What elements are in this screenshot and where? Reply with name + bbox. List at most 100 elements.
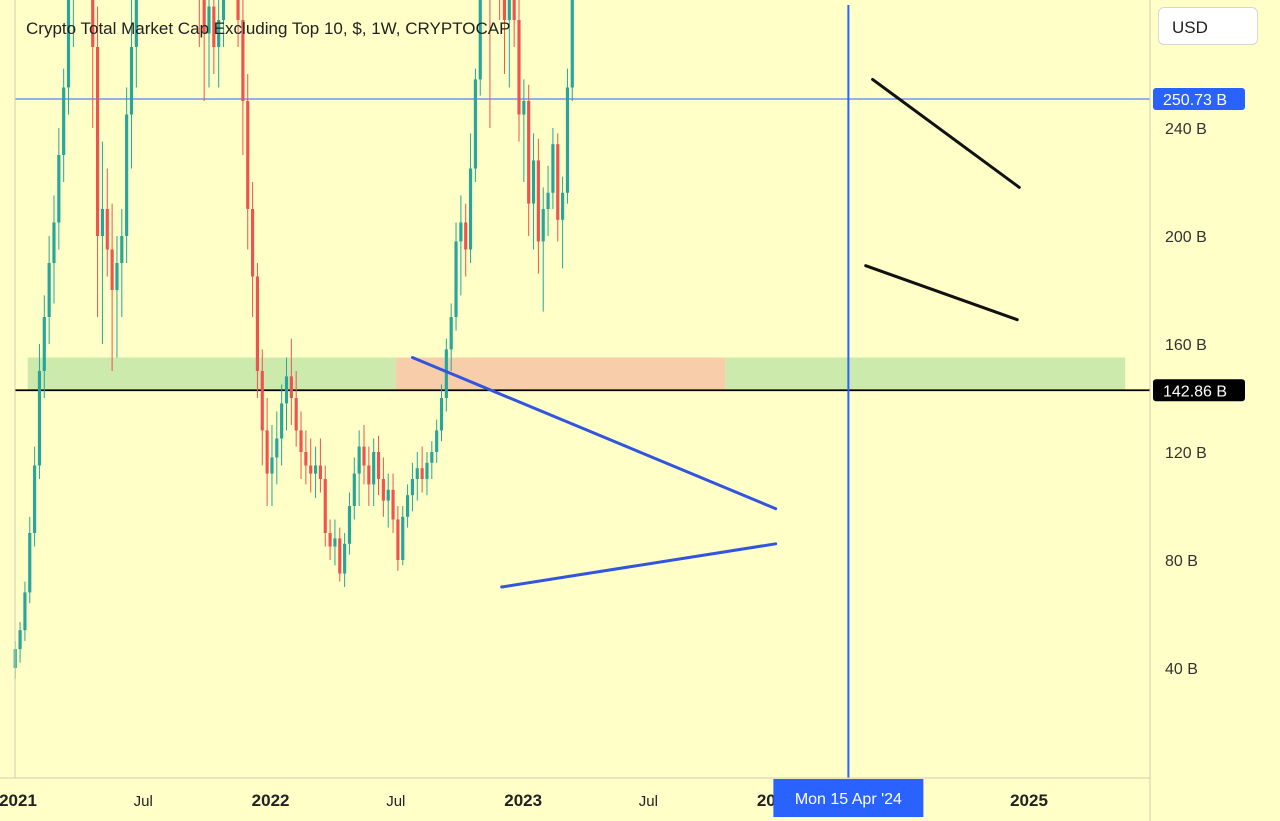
candle-body-92 bbox=[459, 222, 463, 242]
candle-body-80 bbox=[401, 516, 405, 560]
candle-body-82 bbox=[410, 479, 415, 496]
time-axis[interactable] bbox=[0, 778, 1150, 821]
candle-body-83 bbox=[415, 468, 419, 479]
candle-body-68 bbox=[343, 543, 347, 574]
candle-body-75 bbox=[376, 452, 381, 479]
candle-body-50 bbox=[255, 276, 260, 371]
candle-body-70 bbox=[352, 473, 356, 506]
candle-body-109 bbox=[541, 209, 545, 242]
crosshair-time-label: Mon 15 Apr '24 bbox=[795, 791, 902, 808]
candle-body-63 bbox=[318, 465, 322, 479]
candle-body-66 bbox=[333, 538, 337, 547]
candle-body-51 bbox=[260, 371, 264, 431]
trendline-1[interactable] bbox=[500, 542, 778, 589]
candle-body-87 bbox=[435, 430, 439, 452]
candle-body-7 bbox=[47, 263, 51, 317]
candle-body-20 bbox=[110, 249, 114, 290]
price-axis[interactable] bbox=[1150, 0, 1280, 821]
candle-body-16 bbox=[91, 0, 95, 47]
candle-body-62 bbox=[313, 465, 318, 474]
candle-body-18 bbox=[100, 209, 104, 236]
candle-body-112 bbox=[556, 144, 560, 220]
candle-body-42 bbox=[217, 20, 221, 47]
candle-body-67 bbox=[338, 538, 342, 574]
candle-body-6 bbox=[42, 317, 46, 371]
candle-body-21 bbox=[115, 263, 119, 290]
candle-body-69 bbox=[347, 506, 352, 544]
candle-body-4 bbox=[33, 465, 37, 533]
y-tick-label: 160 B bbox=[1165, 337, 1207, 354]
candle-body-17 bbox=[96, 47, 100, 236]
zone-2 bbox=[725, 357, 1126, 391]
candle-body-23 bbox=[125, 114, 129, 236]
candle-body-96 bbox=[478, 0, 482, 80]
candle-body-5 bbox=[37, 371, 42, 466]
candle-body-59 bbox=[299, 430, 303, 452]
candle-body-110 bbox=[546, 192, 550, 209]
x-tick-label: 2021 bbox=[0, 791, 37, 810]
currency-button[interactable]: USD bbox=[1158, 7, 1258, 45]
price-tag-label: 142.86 B bbox=[1163, 383, 1227, 400]
price-tag: 250.73 B bbox=[1153, 88, 1245, 111]
candle-body-77 bbox=[386, 489, 390, 501]
candle-body-58 bbox=[294, 398, 298, 431]
candle-body-3 bbox=[28, 533, 32, 593]
candle-body-46 bbox=[236, 0, 240, 20]
x-tick-label: Jul bbox=[639, 793, 658, 810]
trendline-0[interactable] bbox=[410, 356, 778, 511]
candle-body-56 bbox=[284, 376, 289, 404]
candle-body-57 bbox=[289, 376, 293, 398]
candle-body-47 bbox=[241, 20, 245, 101]
candle-body-40 bbox=[207, 6, 211, 34]
candle-body-49 bbox=[251, 209, 255, 277]
candle-body-73 bbox=[367, 465, 371, 485]
zone-0 bbox=[27, 357, 396, 391]
candle-body-76 bbox=[381, 479, 385, 501]
candle-body-74 bbox=[372, 452, 376, 485]
candle-body-11 bbox=[66, 0, 71, 88]
price-tag: 142.86 B bbox=[1153, 379, 1245, 402]
candle-body-48 bbox=[246, 101, 250, 209]
candle-body-10 bbox=[62, 87, 66, 155]
candle-body-9 bbox=[57, 155, 61, 223]
candle-body-91 bbox=[454, 241, 458, 317]
candle-body-65 bbox=[328, 533, 332, 547]
candle-body-55 bbox=[280, 403, 284, 439]
candle-body-104 bbox=[517, 20, 521, 115]
candle-body-85 bbox=[425, 462, 429, 479]
candle-body-114 bbox=[565, 87, 570, 193]
candle-body-22 bbox=[120, 236, 124, 263]
candle-body-88 bbox=[439, 398, 444, 431]
candle-body-41 bbox=[212, 6, 216, 47]
candle-body-61 bbox=[309, 465, 313, 474]
plot-area[interactable] bbox=[15, 5, 1150, 778]
candle-body-25 bbox=[134, 0, 138, 47]
price-tag-label: 250.73 B bbox=[1163, 92, 1227, 109]
y-tick-label: 120 B bbox=[1165, 445, 1207, 462]
candle-body-108 bbox=[536, 160, 540, 242]
candle-body-1 bbox=[18, 630, 22, 650]
candle-body-54 bbox=[275, 438, 279, 458]
y-tick-label: 40 B bbox=[1165, 661, 1198, 678]
candle-body-86 bbox=[430, 452, 434, 463]
candle-body-52 bbox=[265, 430, 269, 474]
candle-body-105 bbox=[522, 101, 526, 115]
candle-body-90 bbox=[449, 317, 453, 350]
trendline-2[interactable] bbox=[871, 77, 1021, 189]
candle-body-81 bbox=[406, 495, 410, 517]
x-tick-label: 2023 bbox=[504, 791, 542, 810]
candle-body-95 bbox=[473, 79, 477, 169]
candle-body-8 bbox=[52, 222, 56, 263]
candle-body-84 bbox=[420, 468, 424, 479]
candle-body-72 bbox=[362, 446, 366, 466]
trendline-3[interactable] bbox=[864, 264, 1019, 322]
candle-body-43 bbox=[221, 0, 226, 20]
candle-body-71 bbox=[357, 446, 361, 474]
candle-body-113 bbox=[561, 192, 565, 220]
candle-body-106 bbox=[527, 101, 531, 204]
candle-body-101 bbox=[502, 0, 507, 20]
candle-body-53 bbox=[270, 457, 274, 474]
y-tick-label: 200 B bbox=[1165, 229, 1207, 246]
